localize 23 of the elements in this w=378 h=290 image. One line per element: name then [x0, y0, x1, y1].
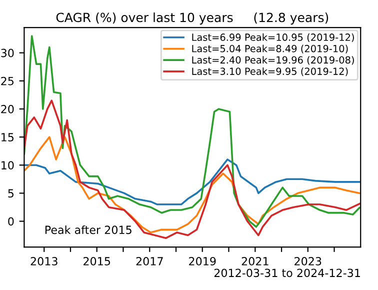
line-series — [24, 100, 360, 239]
legend-label: Last=3.10 Peak=9.95 (2019-12) — [192, 67, 348, 76]
line-series — [24, 158, 360, 206]
y-tick-label: 25 — [1, 76, 14, 86]
y-tick-label: 0 — [8, 217, 14, 226]
legend-label: Last=2.40 Peak=19.96 (2019-08) — [192, 56, 354, 65]
annotation: Peak after 2015 — [45, 225, 132, 234]
chart-title: CAGR (%) over last 10 years (12.8 years) — [56, 12, 328, 25]
line-series — [24, 136, 360, 234]
y-tick-label: 10 — [2, 161, 14, 170]
x-tick-label: 2023 — [294, 257, 322, 266]
legend-label: Last=6.99 Peak=10.95 (2019-12) — [192, 33, 354, 42]
legend-label: Last=5.04 Peak=8.49 (2019-10) — [192, 44, 348, 54]
text: 2012-03-31 to 2024-12-31 — [214, 268, 360, 278]
x-tick-label: 2013 — [30, 257, 58, 266]
x-tick-label: 2015 — [84, 257, 110, 266]
y-tick-label: 5 — [8, 189, 14, 198]
y-tick-label: 30 — [1, 48, 14, 58]
x-tick-label: 2021 — [242, 257, 268, 266]
y-tick-label: 15 — [2, 133, 14, 142]
y-tick-label: 20 — [1, 104, 14, 114]
x-tick-label: 2017 — [136, 257, 163, 266]
x-tick-label: 2019 — [189, 257, 216, 266]
